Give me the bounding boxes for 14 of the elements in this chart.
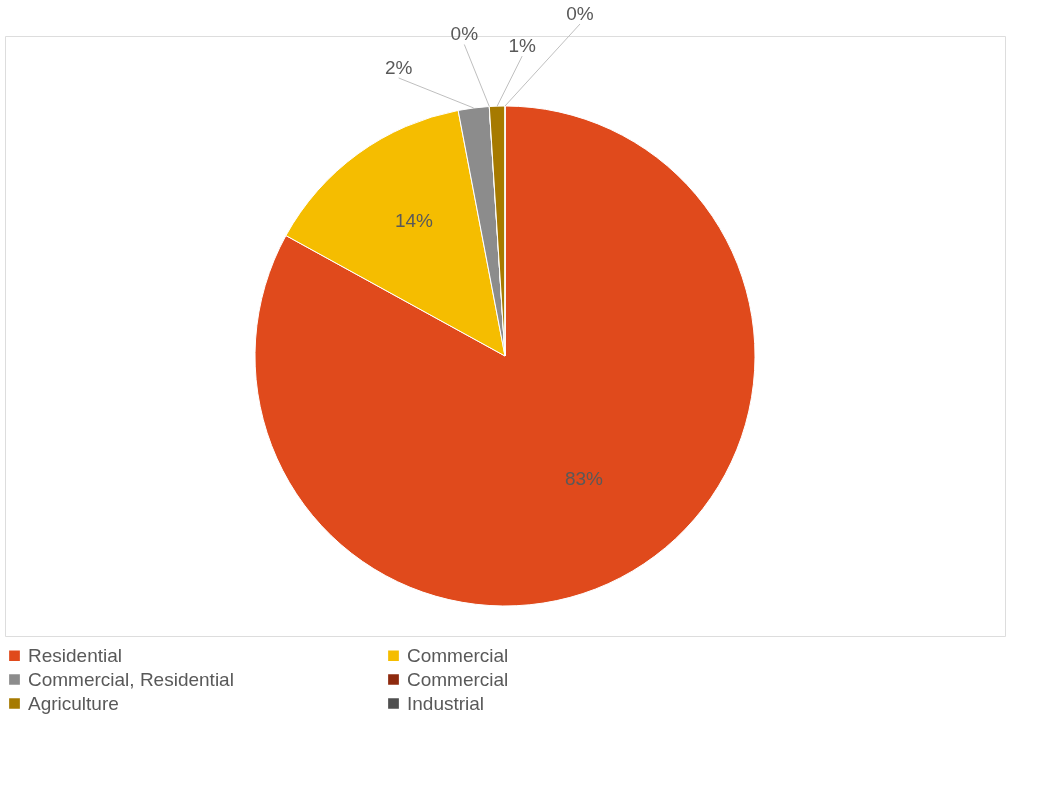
data-label: 1% bbox=[508, 35, 536, 57]
legend-label: Industrial bbox=[407, 692, 485, 714]
legend-label: Commercial bbox=[407, 644, 509, 666]
text: 0% bbox=[566, 3, 594, 24]
data-label: 14% bbox=[394, 209, 434, 231]
pie-slice bbox=[254, 105, 756, 607]
legend-label: Commercial, Residential bbox=[28, 668, 234, 690]
legend-label: Residential bbox=[28, 644, 122, 666]
pie-slice bbox=[285, 109, 506, 357]
data-label: 83% bbox=[564, 468, 604, 490]
text: 0% bbox=[450, 23, 479, 45]
data-label: 2% bbox=[384, 56, 413, 78]
legend-label: Agriculture bbox=[28, 692, 119, 714]
legend-label: Commercial bbox=[407, 668, 509, 690]
